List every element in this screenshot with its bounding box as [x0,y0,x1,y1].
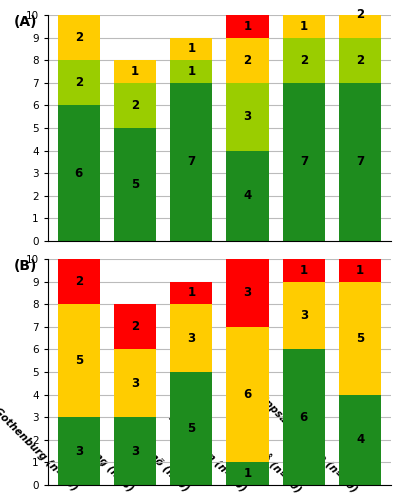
Bar [58,417,100,485]
Text: 3: 3 [75,444,83,458]
Text: 1: 1 [131,65,139,78]
Bar [114,350,156,417]
Bar [339,83,381,241]
Text: 1: 1 [187,42,196,56]
Bar [227,259,269,327]
Text: 5: 5 [75,354,83,367]
Text: 2: 2 [356,54,364,66]
Text: 2: 2 [75,275,83,288]
Text: 2: 2 [356,8,364,22]
Bar [283,350,325,485]
Text: 3: 3 [131,444,139,458]
Bar [339,282,381,395]
Bar [339,259,381,281]
Text: 2: 2 [75,76,83,90]
Text: 3: 3 [300,309,308,322]
Text: 1: 1 [243,20,252,33]
Text: (B): (B) [14,259,37,273]
Text: 6: 6 [75,166,83,179]
Text: 6: 6 [300,410,308,424]
Text: 2: 2 [243,54,252,66]
Bar [283,282,325,350]
Text: 1: 1 [243,467,252,480]
Bar [114,128,156,241]
Bar [58,106,100,241]
Text: 5: 5 [187,422,196,435]
Bar [58,15,100,60]
Bar [283,15,325,38]
Bar [283,38,325,83]
Bar [170,282,212,304]
Text: 1: 1 [300,264,308,277]
Text: 2: 2 [75,31,83,44]
Bar [170,83,212,241]
Bar [170,60,212,83]
Text: 1: 1 [187,286,196,300]
Bar [58,60,100,106]
Text: 7: 7 [300,156,308,168]
Text: 6: 6 [243,388,252,401]
Text: 5: 5 [131,178,139,191]
Bar [339,394,381,485]
Bar [114,417,156,485]
Text: 4: 4 [356,434,364,446]
Text: 1: 1 [356,264,364,277]
Bar [227,150,269,241]
Bar [114,304,156,350]
Text: 2: 2 [131,320,139,334]
Text: 2: 2 [300,54,308,66]
Bar [58,304,100,417]
Text: 3: 3 [131,377,139,390]
Bar [339,0,381,38]
Text: 7: 7 [356,156,364,168]
Text: 3: 3 [243,286,252,300]
Bar [58,259,100,304]
Text: 4: 4 [243,190,252,202]
Bar [227,38,269,83]
Text: 1: 1 [187,65,196,78]
Bar [170,38,212,60]
Text: 1: 1 [300,20,308,33]
Bar [339,38,381,83]
Bar [283,83,325,241]
Bar [227,15,269,38]
Text: 2: 2 [131,99,139,112]
Text: (A): (A) [14,15,37,29]
Text: 7: 7 [187,156,196,168]
Bar [170,304,212,372]
Bar [170,372,212,485]
Text: 3: 3 [187,332,196,344]
Bar [227,83,269,150]
Bar [114,60,156,83]
Bar [227,327,269,462]
Text: 3: 3 [243,110,252,123]
Bar [283,259,325,281]
Bar [114,83,156,128]
Bar [227,462,269,485]
Text: 5: 5 [356,332,364,344]
